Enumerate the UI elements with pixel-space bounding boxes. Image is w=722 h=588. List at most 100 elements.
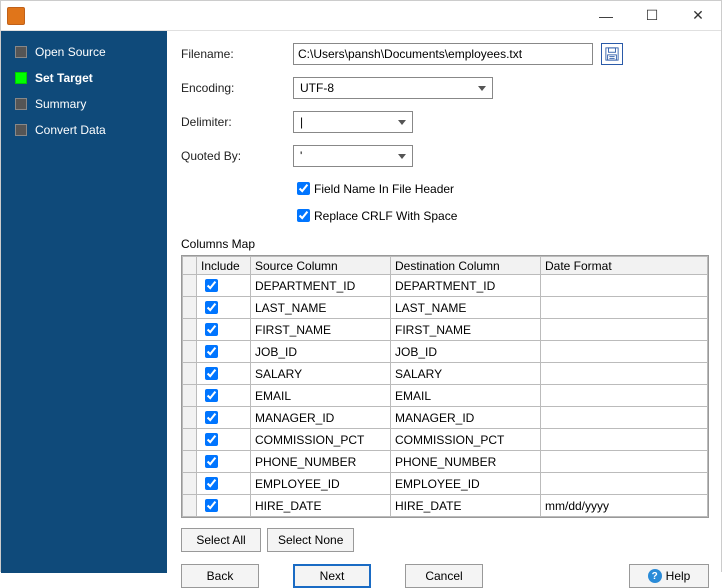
cell-include[interactable] bbox=[197, 275, 251, 297]
cell-source-column[interactable]: EMAIL bbox=[251, 385, 391, 407]
select-all-button[interactable]: Select All bbox=[181, 528, 261, 552]
row-handle[interactable] bbox=[183, 385, 197, 407]
field-name-header-label[interactable]: Field Name In File Header bbox=[314, 182, 454, 196]
header-source-column[interactable]: Source Column bbox=[251, 257, 391, 275]
cell-date-format[interactable] bbox=[541, 297, 708, 319]
cell-include[interactable] bbox=[197, 363, 251, 385]
cell-destination-column[interactable]: HIRE_DATE bbox=[391, 495, 541, 517]
encoding-select[interactable]: UTF-8 bbox=[293, 77, 493, 99]
cell-source-column[interactable]: COMMISSION_PCT bbox=[251, 429, 391, 451]
cell-destination-column[interactable]: EMPLOYEE_ID bbox=[391, 473, 541, 495]
header-include[interactable]: Include bbox=[197, 257, 251, 275]
cell-date-format[interactable] bbox=[541, 275, 708, 297]
cell-include[interactable] bbox=[197, 451, 251, 473]
cell-destination-column[interactable]: PHONE_NUMBER bbox=[391, 451, 541, 473]
include-checkbox[interactable] bbox=[205, 323, 218, 336]
include-checkbox[interactable] bbox=[205, 455, 218, 468]
include-checkbox[interactable] bbox=[205, 345, 218, 358]
help-button[interactable]: ? Help bbox=[629, 564, 709, 588]
include-checkbox[interactable] bbox=[205, 499, 218, 512]
include-checkbox[interactable] bbox=[205, 433, 218, 446]
field-name-header-checkbox[interactable] bbox=[297, 182, 310, 195]
close-button[interactable]: ✕ bbox=[675, 1, 721, 30]
cell-destination-column[interactable]: DEPARTMENT_ID bbox=[391, 275, 541, 297]
row-handle[interactable] bbox=[183, 451, 197, 473]
table-row[interactable]: DEPARTMENT_IDDEPARTMENT_ID bbox=[183, 275, 708, 297]
cell-date-format[interactable] bbox=[541, 363, 708, 385]
cell-source-column[interactable]: EMPLOYEE_ID bbox=[251, 473, 391, 495]
cell-include[interactable] bbox=[197, 319, 251, 341]
table-row[interactable]: JOB_IDJOB_ID bbox=[183, 341, 708, 363]
next-button[interactable]: Next bbox=[293, 564, 371, 588]
table-row[interactable]: COMMISSION_PCTCOMMISSION_PCT bbox=[183, 429, 708, 451]
cell-include[interactable] bbox=[197, 297, 251, 319]
filename-input[interactable] bbox=[293, 43, 593, 65]
wizard-step[interactable]: Open Source bbox=[1, 39, 167, 65]
row-handle[interactable] bbox=[183, 275, 197, 297]
header-date-format[interactable]: Date Format bbox=[541, 257, 708, 275]
maximize-button[interactable]: ☐ bbox=[629, 1, 675, 30]
cancel-button[interactable]: Cancel bbox=[405, 564, 483, 588]
minimize-button[interactable]: — bbox=[583, 1, 629, 30]
cell-source-column[interactable]: HIRE_DATE bbox=[251, 495, 391, 517]
table-row[interactable]: LAST_NAMELAST_NAME bbox=[183, 297, 708, 319]
row-handle[interactable] bbox=[183, 429, 197, 451]
cell-include[interactable] bbox=[197, 341, 251, 363]
browse-file-button[interactable] bbox=[601, 43, 623, 65]
replace-crlf-label[interactable]: Replace CRLF With Space bbox=[314, 209, 457, 223]
table-row[interactable]: MANAGER_IDMANAGER_ID bbox=[183, 407, 708, 429]
cell-date-format[interactable] bbox=[541, 341, 708, 363]
cell-include[interactable] bbox=[197, 429, 251, 451]
cell-source-column[interactable]: JOB_ID bbox=[251, 341, 391, 363]
cell-source-column[interactable]: MANAGER_ID bbox=[251, 407, 391, 429]
select-none-button[interactable]: Select None bbox=[267, 528, 354, 552]
table-row[interactable]: FIRST_NAMEFIRST_NAME bbox=[183, 319, 708, 341]
table-row[interactable]: HIRE_DATEHIRE_DATEmm/dd/yyyy bbox=[183, 495, 708, 517]
cell-date-format[interactable] bbox=[541, 385, 708, 407]
cell-destination-column[interactable]: EMAIL bbox=[391, 385, 541, 407]
cell-destination-column[interactable]: LAST_NAME bbox=[391, 297, 541, 319]
table-row[interactable]: PHONE_NUMBERPHONE_NUMBER bbox=[183, 451, 708, 473]
include-checkbox[interactable] bbox=[205, 367, 218, 380]
cell-destination-column[interactable]: COMMISSION_PCT bbox=[391, 429, 541, 451]
header-destination-column[interactable]: Destination Column bbox=[391, 257, 541, 275]
cell-destination-column[interactable]: SALARY bbox=[391, 363, 541, 385]
cell-destination-column[interactable]: MANAGER_ID bbox=[391, 407, 541, 429]
replace-crlf-checkbox[interactable] bbox=[297, 209, 310, 222]
delimiter-select[interactable]: | bbox=[293, 111, 413, 133]
cell-date-format[interactable] bbox=[541, 473, 708, 495]
back-button[interactable]: Back bbox=[181, 564, 259, 588]
cell-include[interactable] bbox=[197, 407, 251, 429]
cell-source-column[interactable]: LAST_NAME bbox=[251, 297, 391, 319]
wizard-step[interactable]: Set Target bbox=[1, 65, 167, 91]
row-handle[interactable] bbox=[183, 495, 197, 517]
cell-include[interactable] bbox=[197, 473, 251, 495]
columns-map-grid[interactable]: Include Source Column Destination Column… bbox=[181, 255, 709, 518]
quoted-by-select[interactable]: ' bbox=[293, 145, 413, 167]
wizard-step[interactable]: Convert Data bbox=[1, 117, 167, 143]
include-checkbox[interactable] bbox=[205, 411, 218, 424]
cell-source-column[interactable]: DEPARTMENT_ID bbox=[251, 275, 391, 297]
cell-include[interactable] bbox=[197, 495, 251, 517]
cell-date-format[interactable] bbox=[541, 451, 708, 473]
row-handle[interactable] bbox=[183, 473, 197, 495]
table-row[interactable]: EMAILEMAIL bbox=[183, 385, 708, 407]
include-checkbox[interactable] bbox=[205, 477, 218, 490]
cell-destination-column[interactable]: JOB_ID bbox=[391, 341, 541, 363]
row-handle[interactable] bbox=[183, 407, 197, 429]
cell-date-format[interactable] bbox=[541, 407, 708, 429]
row-handle[interactable] bbox=[183, 319, 197, 341]
cell-source-column[interactable]: SALARY bbox=[251, 363, 391, 385]
cell-source-column[interactable]: PHONE_NUMBER bbox=[251, 451, 391, 473]
row-handle[interactable] bbox=[183, 297, 197, 319]
row-handle[interactable] bbox=[183, 363, 197, 385]
row-handle[interactable] bbox=[183, 341, 197, 363]
include-checkbox[interactable] bbox=[205, 301, 218, 314]
cell-date-format[interactable] bbox=[541, 429, 708, 451]
cell-date-format[interactable] bbox=[541, 319, 708, 341]
wizard-step[interactable]: Summary bbox=[1, 91, 167, 117]
cell-date-format[interactable]: mm/dd/yyyy bbox=[541, 495, 708, 517]
include-checkbox[interactable] bbox=[205, 279, 218, 292]
table-row[interactable]: SALARYSALARY bbox=[183, 363, 708, 385]
include-checkbox[interactable] bbox=[205, 389, 218, 402]
